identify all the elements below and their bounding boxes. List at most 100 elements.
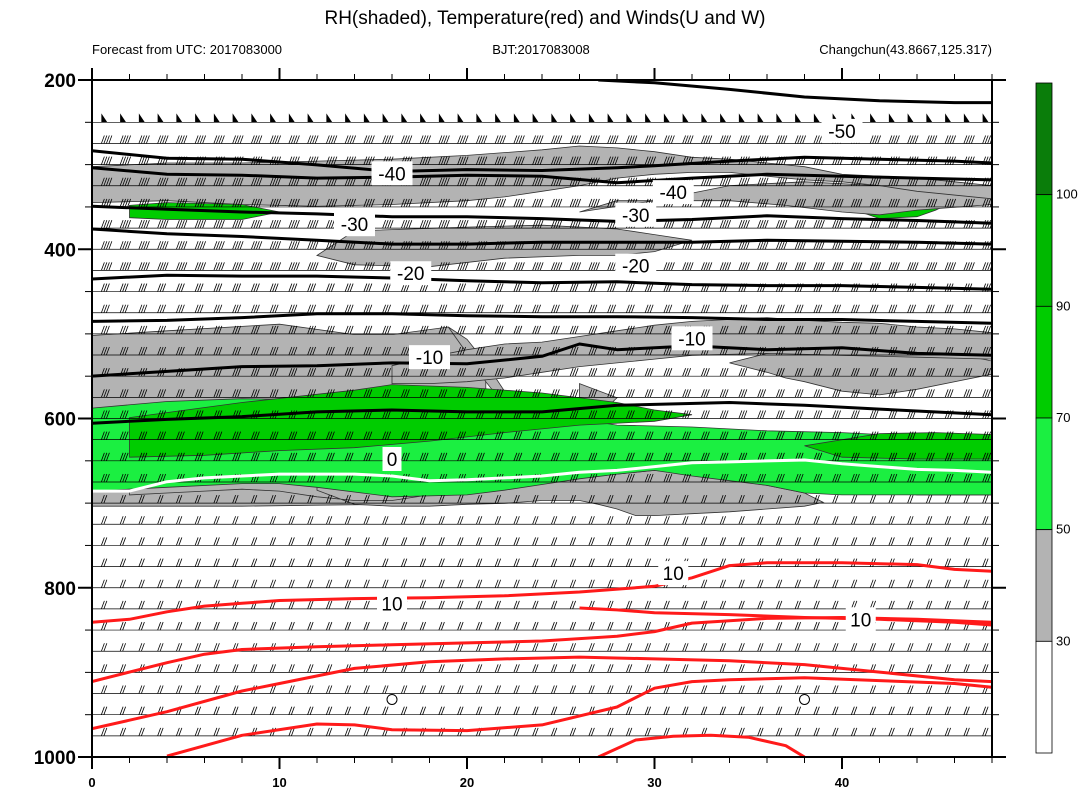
- wind-barb-tick: [269, 304, 274, 313]
- wind-barb-tick: [309, 516, 314, 525]
- wind-barb-tick: [352, 135, 356, 144]
- wind-barb-tick: [719, 431, 724, 440]
- wind-barb-tick: [307, 685, 311, 694]
- wind-barb-tick: [269, 516, 274, 525]
- wind-barb-tick: [108, 135, 113, 144]
- wind-barb-tick: [213, 389, 218, 398]
- wind-barb-tick: [588, 283, 593, 292]
- wind-barb-tick: [534, 198, 539, 208]
- wind-barb-tick: [701, 516, 705, 525]
- wind-barb-tick: [949, 452, 954, 461]
- wind-barb-tick: [933, 135, 938, 144]
- wind-barb-tick: [272, 177, 276, 186]
- wind-barb-tick: [631, 473, 635, 483]
- wind-barb-tick: [478, 156, 483, 165]
- wind-barb-tick: [291, 452, 295, 461]
- wind-barb-tick: [138, 198, 143, 208]
- wind-barb-tick: [497, 452, 501, 461]
- wind-barb-tick: [253, 346, 258, 356]
- wind-barb-tick: [328, 283, 333, 292]
- wind-barb-tick: [197, 389, 201, 398]
- wind-flag: [138, 113, 145, 123]
- wind-barb-tick: [797, 241, 801, 250]
- wind-barb-tick: [368, 262, 373, 271]
- wind-barb-tick: [534, 600, 539, 610]
- wind-barb-tick: [706, 177, 710, 186]
- wind-barb-tick: [794, 706, 799, 715]
- temperature-contour-10-10: [92, 561, 992, 624]
- wind-barb-tick: [534, 537, 539, 546]
- wind-barb-tick: [703, 516, 708, 525]
- wind-barb-tick: [497, 346, 501, 356]
- wind-barb-tick: [834, 431, 839, 440]
- wind-barb-tick: [663, 368, 668, 377]
- wind-barb-tick: [478, 685, 483, 694]
- wind-barb-tick: [928, 516, 933, 525]
- wind-barb-tick: [987, 135, 991, 144]
- wind-barb-tick: [926, 516, 930, 525]
- wind-barb-tick: [103, 664, 108, 673]
- wind-barb-tick: [363, 346, 368, 356]
- wind-flag: [120, 113, 127, 123]
- wind-barb-tick: [722, 177, 726, 186]
- wind-barb-tick: [457, 368, 461, 377]
- wind-barb-tick: [947, 706, 951, 715]
- wind-barb-tick: [382, 621, 386, 631]
- wind-barb-tick: [794, 219, 799, 229]
- wind-barb-tick: [441, 156, 445, 165]
- wind-barb-tick: [194, 304, 199, 313]
- wind-barb-tick: [251, 706, 255, 715]
- wind-barb-tick: [631, 389, 635, 398]
- wind-barb-tick: [591, 283, 595, 292]
- wind-barb-tick: [947, 516, 951, 525]
- wind-barb-tick: [839, 262, 844, 271]
- wind-barb-tick: [457, 600, 461, 610]
- wind-barb-tick: [197, 177, 201, 186]
- wind-barb-tick: [481, 368, 485, 377]
- wind-barb-tick: [609, 452, 614, 461]
- wind-barb-tick: [891, 368, 895, 377]
- wind-barb-tick: [987, 346, 991, 356]
- wind-barb-tick: [741, 368, 745, 377]
- wind-barb-tick: [459, 283, 464, 292]
- wind-barb-tick: [103, 262, 108, 271]
- wind-barb-tick: [403, 537, 408, 546]
- wind-barb-tick: [269, 558, 274, 567]
- wind-barb-tick: [427, 156, 431, 165]
- wind-barb-tick: [119, 219, 124, 229]
- wind-barb-tick: [928, 727, 933, 736]
- wind-barb-tick: [333, 262, 338, 271]
- wind-barb-tick: [684, 452, 689, 461]
- wind-barb-tick: [194, 621, 199, 631]
- wind-barb-tick: [966, 600, 970, 610]
- wind-barb-tick: [138, 621, 143, 631]
- wind-barb-tick: [457, 346, 461, 356]
- wind-barb-tick: [251, 621, 255, 631]
- wind-barb-tick: [588, 346, 593, 356]
- temperature-contour--30-4: [92, 227, 992, 246]
- wind-barb-tick: [813, 516, 818, 525]
- wind-barb-tick: [532, 600, 536, 610]
- wind-barb-tick: [947, 304, 951, 313]
- wind-barb-tick: [851, 198, 855, 208]
- wind-barb-tick: [269, 452, 274, 461]
- wind-barb-tick: [363, 452, 368, 461]
- wind-barb-tick: [103, 177, 108, 186]
- wind-barb-tick: [516, 664, 520, 673]
- wind-barb-tick: [928, 579, 933, 588]
- wind-barb-tick: [101, 516, 105, 525]
- wind-barb-tick: [926, 664, 930, 673]
- wind-barb-tick: [741, 410, 745, 419]
- wind-barb-tick: [253, 135, 258, 144]
- wind-barb-tick: [963, 537, 968, 546]
- wind-flag: [720, 113, 727, 123]
- wind-barb-tick: [572, 410, 576, 419]
- wind-barb-tick: [419, 368, 424, 377]
- wind-barb-tick: [574, 304, 579, 313]
- wind-barb-tick: [476, 643, 480, 652]
- wind-barb-tick: [326, 241, 330, 250]
- wind-barb-tick: [872, 685, 876, 694]
- wind-barb-tick: [103, 346, 108, 356]
- wind-barb-tick: [612, 410, 616, 419]
- wind-barb-tick: [307, 262, 311, 271]
